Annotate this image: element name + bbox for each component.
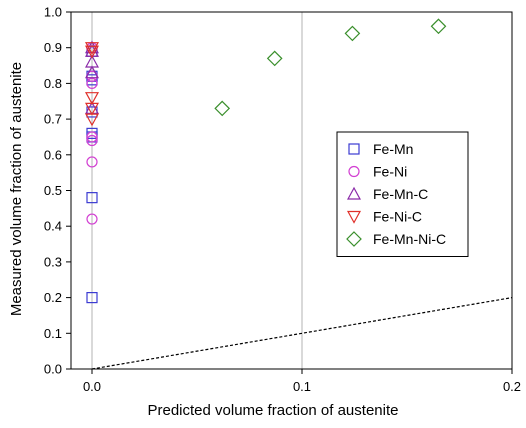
data-point-fe-ni-c	[84, 42, 100, 55]
y-tick-label: 0.9	[44, 40, 62, 55]
legend-label: Fe-Mn	[373, 141, 413, 157]
y-tick-label: 1.0	[44, 5, 62, 20]
y-tick-label: 0.3	[44, 254, 62, 269]
x-tick-label: 0.1	[293, 379, 311, 394]
y-tick-label: 0.6	[44, 147, 62, 162]
axis-ticks: 0.0 0.1 0.2 0.0 0.1 0.2 0.3 0.4 0.5 0.6 0.7 0.8 0.9 1…	[44, 5, 521, 395]
y-axis-label: Measured volume fraction of austenite	[8, 62, 25, 316]
y-tick-label: 0.5	[44, 183, 62, 198]
legend-label: Fe-Mn-Ni-C	[373, 231, 446, 247]
legend-label: Fe-Ni	[373, 164, 407, 180]
y-tick-label: 0.4	[44, 219, 62, 234]
data-point-fe-mn-ni-c	[266, 50, 283, 67]
y-tick-label: 0.1	[44, 326, 62, 341]
x-axis-label: Predicted volume fraction of austenite	[148, 402, 399, 419]
legend-marker	[346, 210, 362, 224]
data-point-fe-mn-ni-c	[214, 100, 231, 117]
legend-label: Fe-Mn-C	[373, 186, 428, 202]
data-point-fe-mn-c	[84, 54, 100, 68]
data-point-fe-mn-ni-c	[430, 18, 447, 35]
data-point-fe-mn	[86, 127, 98, 139]
data-point-fe-mn-ni-c	[344, 25, 361, 42]
data-point-fe-ni	[86, 77, 98, 90]
data-point-fe-mn	[86, 292, 98, 304]
data-point-fe-ni-c	[84, 92, 100, 105]
reference-line	[91, 297, 513, 370]
legend-marker	[346, 231, 362, 247]
data-point-fe-ni	[86, 131, 98, 143]
legend-marker	[348, 165, 360, 178]
y-tick-label: 0.0	[44, 362, 62, 377]
legend: Fe-Mn Fe-Ni Fe-Mn-C Fe-Ni-C Fe-Mn-Ni-C	[336, 131, 469, 257]
data-point-fe-ni	[86, 156, 98, 168]
data-point-fe-ni	[86, 134, 98, 147]
x-tick-label: 0.2	[503, 379, 521, 394]
data-points	[84, 18, 447, 304]
x-tick-label: 0.0	[83, 379, 101, 394]
legend-label: Fe-Ni-C	[373, 209, 422, 225]
legend-marker	[346, 186, 362, 200]
data-point-fe-ni-c	[84, 45, 100, 59]
grid-lines	[91, 12, 303, 369]
data-point-fe-ni	[86, 213, 98, 225]
y-tick-label: 0.7	[44, 112, 62, 127]
legend-marker	[348, 143, 360, 155]
data-point-fe-mn	[86, 192, 98, 204]
data-point-fe-mn-c	[84, 65, 100, 79]
reference-line-layer	[91, 297, 513, 370]
y-tick-label: 0.8	[44, 76, 62, 91]
y-tick-label: 0.2	[44, 290, 62, 305]
